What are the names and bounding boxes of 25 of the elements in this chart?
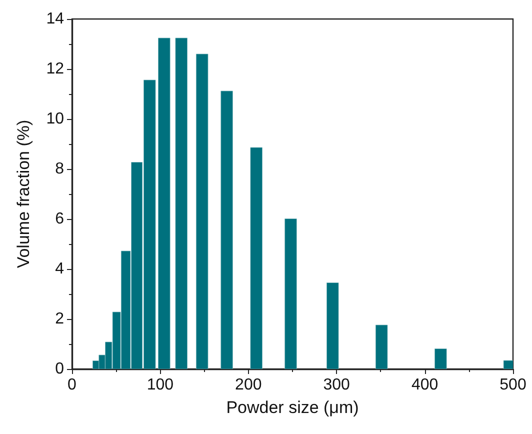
x-tick-label: 300 — [323, 376, 350, 394]
bar — [158, 38, 170, 369]
y-tick-label: 14 — [46, 10, 64, 28]
y-tick-label: 4 — [55, 260, 64, 278]
y-tick-label: 8 — [55, 160, 64, 178]
y-axis-title: Volume fraction (%) — [14, 120, 33, 268]
y-tick-label: 0 — [55, 360, 64, 378]
bar — [375, 324, 388, 369]
bar — [434, 348, 447, 369]
bar — [220, 90, 233, 369]
x-axis-title: Powder size (μm) — [226, 398, 359, 417]
bar — [250, 147, 262, 369]
y-tick-label: 2 — [55, 310, 64, 328]
bar — [196, 54, 208, 369]
bar — [284, 218, 297, 369]
x-tick-label: 100 — [146, 376, 174, 394]
x-tick-label: 0 — [68, 376, 77, 394]
x-tick-label: 200 — [235, 376, 262, 394]
x-tick-label: 400 — [411, 376, 438, 394]
y-tick-label: 12 — [46, 60, 64, 78]
y-tick-label: 10 — [46, 110, 64, 128]
x-tick-label: 500 — [500, 376, 526, 394]
bar — [175, 38, 188, 369]
y-tick-label: 6 — [55, 210, 64, 228]
bar — [326, 282, 339, 369]
